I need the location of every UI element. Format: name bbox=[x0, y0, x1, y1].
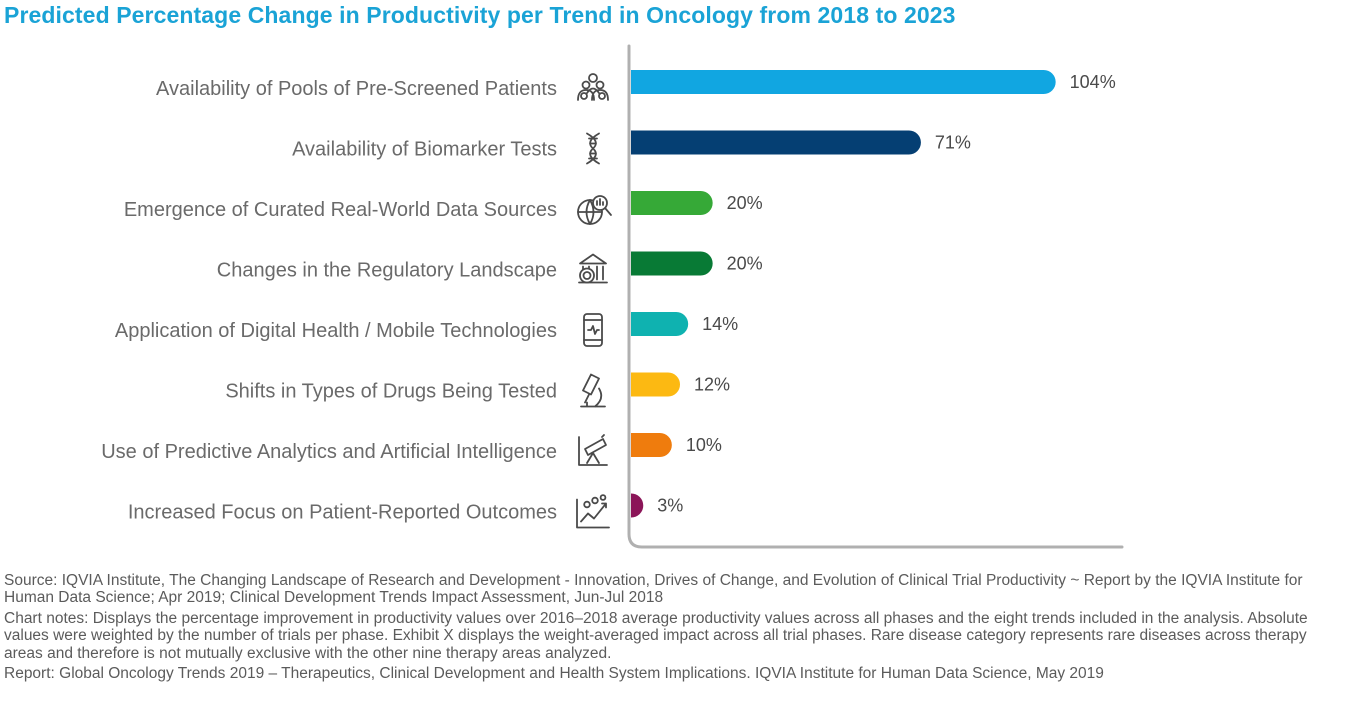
chart-notes: Chart notes: Displays the percentage imp… bbox=[4, 609, 1308, 662]
value-label: 71% bbox=[935, 133, 971, 153]
value-label: 12% bbox=[694, 375, 730, 395]
bar bbox=[631, 251, 713, 276]
value-label: 10% bbox=[686, 435, 722, 455]
bar bbox=[631, 372, 680, 397]
bar bbox=[631, 70, 1056, 94]
icons-layer bbox=[576, 73, 612, 529]
value-label: 20% bbox=[727, 193, 763, 213]
bar bbox=[631, 433, 672, 457]
bar bbox=[631, 191, 713, 215]
category-label: Availability of Pools of Pre-Screened Pa… bbox=[156, 78, 557, 100]
category-label: Use of Predictive Analytics and Artifici… bbox=[101, 441, 557, 463]
axis-layer bbox=[627, 44, 1124, 549]
source-note: Source: IQVIA Institute, The Changing La… bbox=[4, 572, 1303, 607]
bar bbox=[631, 312, 689, 336]
axis-line bbox=[627, 44, 1124, 549]
globe-search-icon bbox=[577, 195, 612, 225]
footnotes: Source: IQVIA Institute, The Changing La… bbox=[4, 572, 1344, 685]
category-label: Shifts in Types of Drugs Being Tested bbox=[225, 381, 557, 403]
mobile-health-icon bbox=[583, 313, 603, 347]
bars-layer: 104% Availability of Pools of Pre-Screene… bbox=[101, 70, 1116, 524]
patient-group-icon bbox=[577, 73, 609, 101]
category-label: Application of Digital Health / Mobile T… bbox=[115, 320, 557, 342]
bar-chart: 104% Availability of Pools of Pre-Screene… bbox=[101, 44, 1124, 549]
regulatory-building-icon bbox=[578, 253, 608, 284]
value-label: 3% bbox=[657, 496, 683, 516]
telescope-analytics-icon bbox=[578, 434, 608, 466]
value-label: 20% bbox=[727, 254, 763, 274]
chart-title: Predicted Percentage Change in Productiv… bbox=[4, 2, 956, 28]
category-label: Increased Focus on Patient-Reported Outc… bbox=[128, 502, 557, 524]
bar bbox=[631, 493, 644, 518]
category-label: Changes in the Regulatory Landscape bbox=[217, 260, 557, 282]
bar bbox=[631, 130, 921, 155]
category-label: Availability of Biomarker Tests bbox=[292, 139, 557, 161]
value-label: 14% bbox=[702, 314, 738, 334]
microscope-icon bbox=[580, 373, 606, 408]
dna-icon bbox=[586, 132, 600, 165]
category-label: Emergence of Curated Real-World Data Sou… bbox=[124, 199, 557, 221]
patient-outcomes-icon bbox=[576, 494, 610, 529]
value-label: 104% bbox=[1070, 72, 1116, 92]
report-note: Report: Global Oncology Trends 2019 – Th… bbox=[4, 665, 1104, 683]
